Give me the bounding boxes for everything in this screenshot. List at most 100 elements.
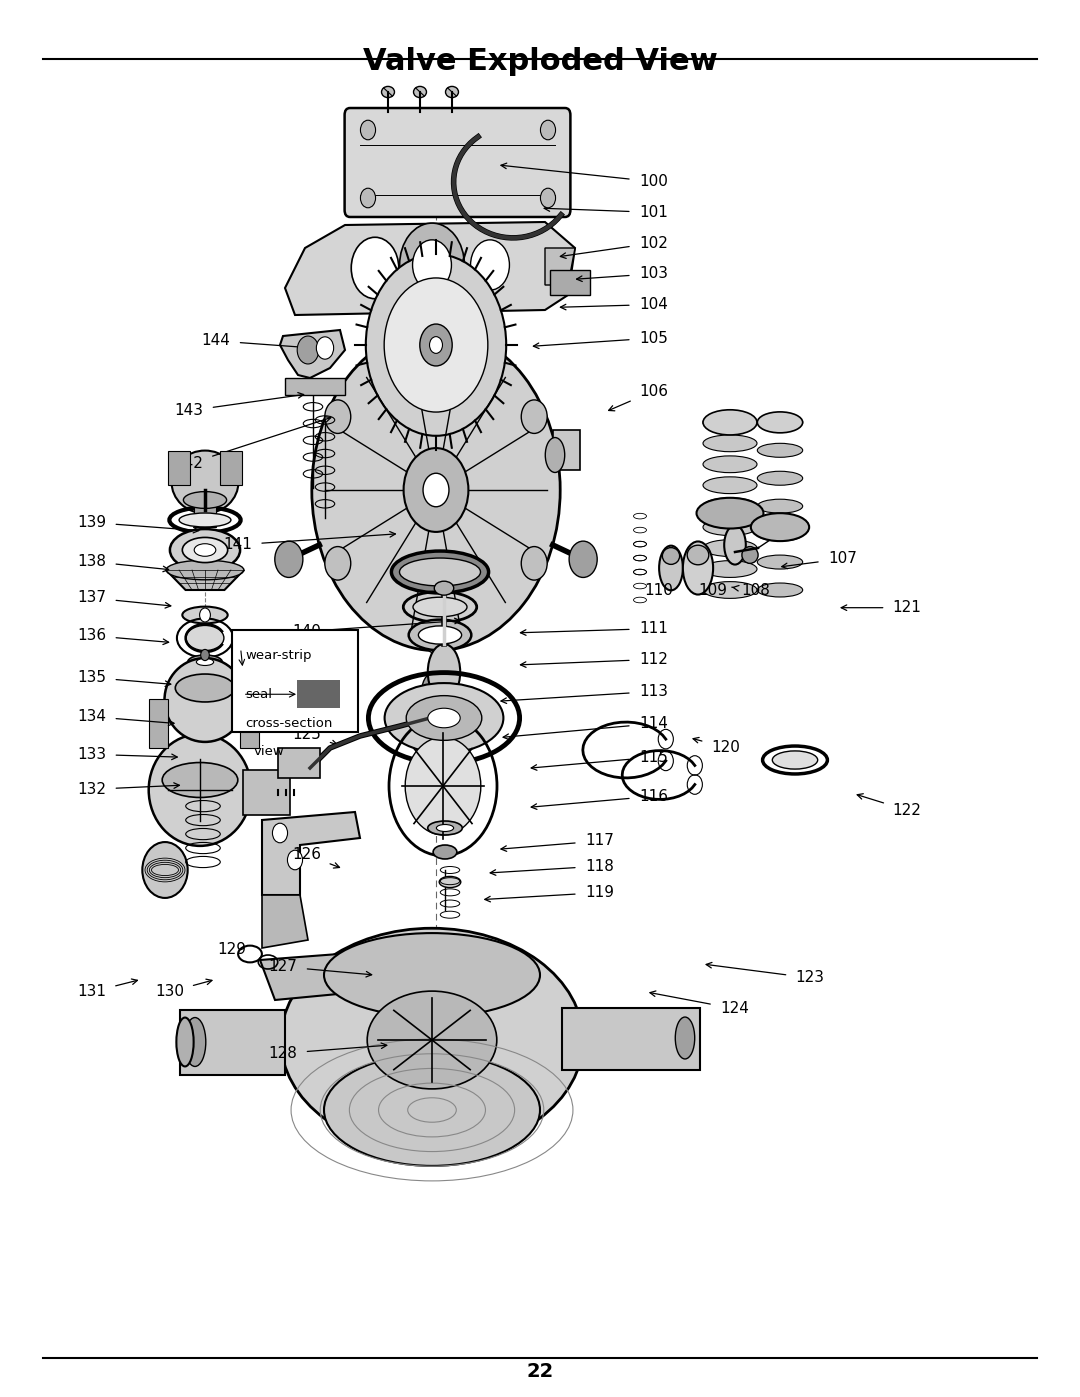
Circle shape: [420, 324, 453, 366]
Text: 116: 116: [639, 789, 667, 803]
Circle shape: [569, 541, 597, 577]
Text: 141: 141: [224, 538, 252, 552]
Ellipse shape: [703, 455, 757, 472]
Circle shape: [325, 546, 351, 580]
FancyBboxPatch shape: [285, 379, 345, 395]
Ellipse shape: [428, 708, 460, 728]
Ellipse shape: [703, 476, 757, 493]
Text: 126: 126: [293, 848, 321, 862]
Circle shape: [422, 672, 450, 708]
Ellipse shape: [197, 658, 214, 665]
Ellipse shape: [659, 546, 683, 591]
FancyBboxPatch shape: [550, 270, 590, 295]
Circle shape: [274, 541, 302, 577]
Ellipse shape: [703, 581, 757, 598]
Polygon shape: [280, 330, 345, 379]
Ellipse shape: [384, 683, 503, 753]
Ellipse shape: [391, 550, 488, 592]
Ellipse shape: [418, 626, 461, 644]
Text: 104: 104: [639, 298, 667, 312]
Circle shape: [540, 189, 555, 208]
Ellipse shape: [179, 513, 231, 527]
Circle shape: [272, 823, 287, 842]
Ellipse shape: [703, 414, 757, 430]
Circle shape: [400, 224, 464, 307]
Polygon shape: [262, 895, 308, 949]
Circle shape: [540, 120, 555, 140]
Text: 117: 117: [585, 834, 613, 848]
Text: wear-strip: wear-strip: [245, 648, 311, 662]
Circle shape: [325, 400, 351, 433]
Ellipse shape: [772, 752, 818, 770]
Text: seal: seal: [245, 687, 272, 701]
Ellipse shape: [406, 696, 482, 740]
Ellipse shape: [703, 497, 757, 514]
FancyBboxPatch shape: [240, 698, 259, 747]
Ellipse shape: [408, 620, 471, 651]
Text: 140: 140: [293, 624, 321, 638]
FancyBboxPatch shape: [345, 108, 570, 217]
Ellipse shape: [725, 525, 746, 564]
FancyBboxPatch shape: [168, 451, 190, 485]
Polygon shape: [562, 1009, 700, 1070]
Circle shape: [405, 738, 481, 835]
Ellipse shape: [757, 499, 802, 513]
Ellipse shape: [324, 933, 540, 1017]
Text: 102: 102: [639, 236, 667, 250]
Ellipse shape: [166, 560, 244, 580]
Text: 133: 133: [78, 747, 106, 761]
Text: 22: 22: [526, 1362, 554, 1382]
Ellipse shape: [436, 824, 454, 831]
Text: 113: 113: [639, 685, 667, 698]
Ellipse shape: [757, 471, 802, 485]
Ellipse shape: [172, 451, 239, 514]
Text: 106: 106: [639, 384, 667, 398]
FancyBboxPatch shape: [278, 747, 320, 778]
Text: 138: 138: [78, 555, 106, 569]
Circle shape: [522, 400, 548, 433]
FancyBboxPatch shape: [194, 493, 216, 527]
FancyBboxPatch shape: [232, 630, 357, 732]
Text: 123: 123: [796, 971, 824, 985]
Text: 124: 124: [720, 1002, 748, 1016]
Ellipse shape: [149, 733, 252, 845]
Circle shape: [366, 254, 507, 436]
Ellipse shape: [703, 409, 757, 434]
Polygon shape: [180, 1010, 285, 1076]
Circle shape: [423, 620, 449, 654]
Ellipse shape: [428, 644, 460, 700]
Ellipse shape: [176, 1017, 193, 1066]
Text: 108: 108: [742, 584, 770, 598]
Ellipse shape: [400, 557, 481, 585]
Text: 122: 122: [893, 803, 921, 817]
Ellipse shape: [184, 492, 227, 509]
Circle shape: [361, 120, 376, 140]
Text: 101: 101: [639, 205, 667, 219]
FancyBboxPatch shape: [149, 698, 168, 747]
Ellipse shape: [188, 655, 222, 669]
Ellipse shape: [757, 443, 802, 457]
Ellipse shape: [697, 497, 764, 528]
Circle shape: [312, 330, 561, 651]
Circle shape: [384, 278, 488, 412]
Ellipse shape: [757, 583, 802, 597]
Text: 114: 114: [639, 717, 667, 731]
Ellipse shape: [703, 434, 757, 451]
Ellipse shape: [757, 415, 802, 429]
Text: 143: 143: [175, 404, 203, 418]
Text: 135: 135: [78, 671, 106, 685]
Text: 118: 118: [585, 859, 613, 873]
Ellipse shape: [751, 513, 809, 541]
Circle shape: [423, 327, 449, 360]
Circle shape: [522, 546, 548, 580]
Ellipse shape: [703, 560, 757, 577]
Text: 144: 144: [202, 334, 230, 348]
Ellipse shape: [186, 626, 224, 651]
Text: cross-section: cross-section: [245, 717, 333, 731]
Text: 103: 103: [639, 267, 667, 281]
Text: 142: 142: [175, 457, 203, 471]
Ellipse shape: [545, 437, 565, 472]
Ellipse shape: [324, 1055, 540, 1166]
Ellipse shape: [183, 606, 228, 623]
FancyBboxPatch shape: [220, 451, 242, 485]
